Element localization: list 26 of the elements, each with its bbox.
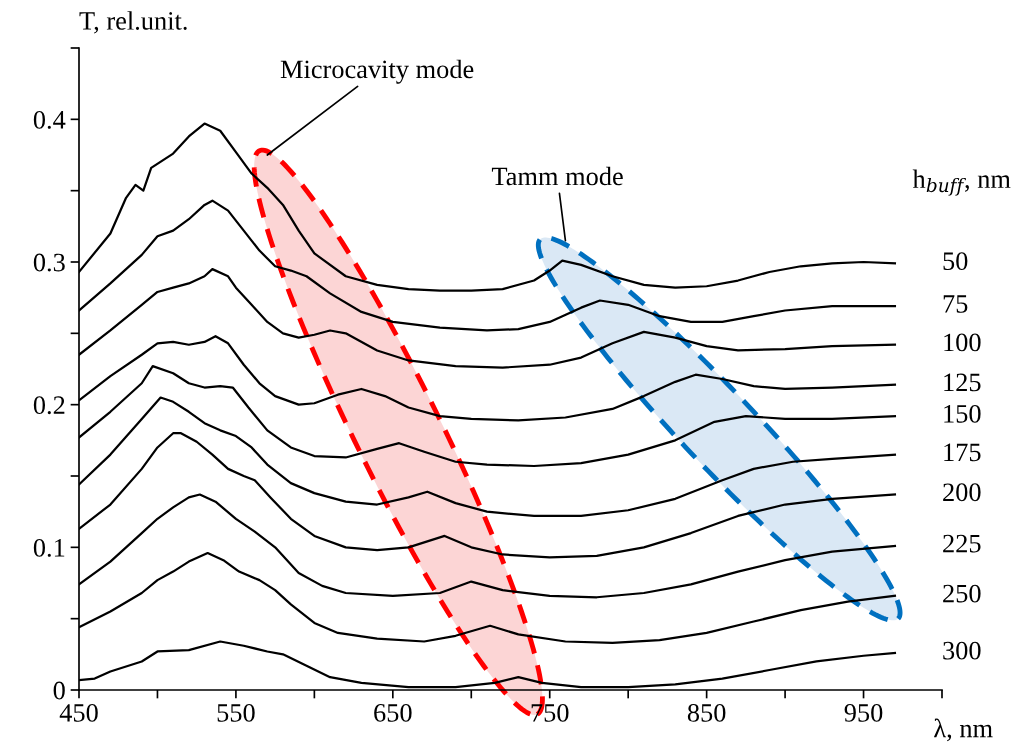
series-label: 225 bbox=[943, 534, 981, 553]
x-tick-label: 650 bbox=[374, 703, 412, 722]
annotation: Tamm mode bbox=[491, 166, 623, 186]
x-tick-label: 550 bbox=[217, 703, 255, 722]
y-tick-label: 0.4 bbox=[33, 110, 66, 129]
series-label: 300 bbox=[943, 641, 981, 660]
series-label: 50 bbox=[943, 252, 968, 271]
series-label: 125 bbox=[944, 373, 981, 392]
x-axis-title: λ, nm bbox=[934, 718, 993, 742]
y-tick-label: 0.2 bbox=[33, 396, 65, 415]
annotation: Microcavity mode bbox=[280, 59, 474, 84]
x-tick-label: 750 bbox=[531, 703, 569, 722]
series-label: 100 bbox=[944, 333, 981, 352]
x-tick-label: 850 bbox=[687, 703, 726, 722]
series-label: 200 bbox=[943, 483, 981, 502]
x-tick-label: 950 bbox=[844, 703, 883, 722]
y-axis-title: T, rel.unit. bbox=[79, 11, 187, 34]
legend-title: h$_{buff}$, nm bbox=[912, 169, 1011, 196]
y-tick-label: 0 bbox=[53, 681, 65, 700]
series-label: 250 bbox=[943, 584, 981, 603]
series-label: 150 bbox=[944, 404, 981, 423]
series-label: 175 bbox=[944, 443, 981, 462]
x-tick-label: 450 bbox=[59, 703, 98, 722]
series-label: 75 bbox=[943, 295, 968, 313]
y-tick-label: 0.3 bbox=[33, 253, 65, 272]
y-tick-label: 0.1 bbox=[33, 538, 65, 557]
